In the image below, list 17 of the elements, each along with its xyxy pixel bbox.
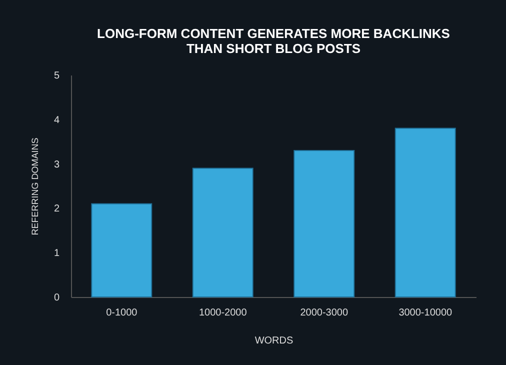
y-tick-label: 2 [54, 204, 60, 215]
x-tick-label: 3000-10000 [398, 308, 452, 318]
bar [192, 168, 254, 298]
y-tick-label: 5 [54, 70, 60, 82]
y-tick-label: 1 [54, 248, 60, 260]
x-tick-label: 0-1000 [106, 308, 138, 318]
x-tick-label: 2000-3000 [300, 308, 348, 318]
bar [294, 150, 355, 298]
y-tick-label: 3 [54, 159, 60, 170]
chart-title: LONG-FORM CONTENT GENERATES MORE BACKLINKS THAN SHORT BLOG POSTS [97, 26, 450, 56]
bar [91, 203, 152, 298]
y-axis-title: REFERRING DOMAINS [30, 138, 40, 236]
bar [394, 128, 456, 298]
y-tick-label: 0 [54, 292, 60, 304]
x-tick-label: 1000-2000 [198, 308, 248, 318]
y-tick-label: 4 [54, 114, 60, 126]
x-axis-title: WORDS [254, 336, 294, 346]
